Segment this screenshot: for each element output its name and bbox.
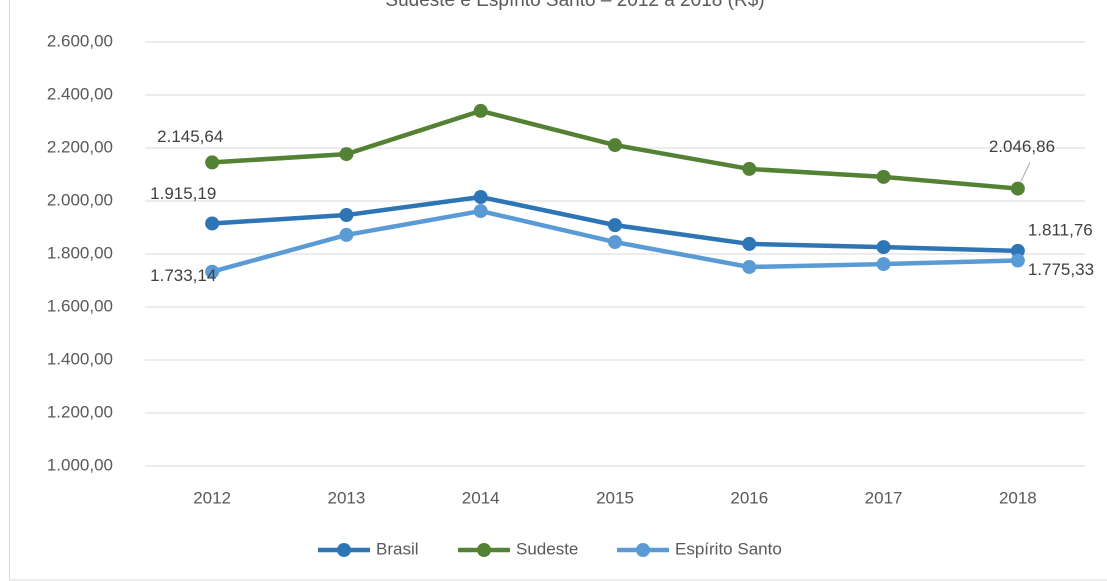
legend-label: Sudeste (516, 539, 578, 558)
data-point (339, 227, 354, 242)
data-point (473, 204, 488, 219)
legend-label: Brasil (376, 539, 419, 558)
data-point (742, 236, 757, 251)
y-tick-label: 1.600,00 (47, 296, 113, 315)
data-point (876, 169, 891, 184)
legend-marker (636, 543, 650, 557)
chart-title: Sudeste e Espírito Santo – 2012 a 2018 (… (385, 0, 764, 11)
data-point (205, 264, 220, 279)
data-label: 2.046,86 (989, 137, 1055, 156)
y-tick-label: 1.000,00 (47, 455, 113, 474)
y-tick-label: 2.000,00 (47, 190, 113, 209)
data-point (473, 103, 488, 118)
legend-marker (477, 543, 491, 557)
y-tick-label: 2.600,00 (47, 31, 113, 50)
data-point (473, 190, 488, 205)
y-tick-label: 2.200,00 (47, 137, 113, 156)
x-tick-label: 2012 (193, 488, 231, 507)
leader-line (1020, 162, 1031, 182)
x-tick-label: 2018 (999, 488, 1037, 507)
x-tick-label: 2015 (596, 488, 634, 507)
x-tick-label: 2014 (462, 488, 500, 507)
data-point (742, 259, 757, 274)
data-point (1010, 181, 1025, 196)
data-point (608, 218, 622, 233)
chart-frame (9, 0, 1107, 581)
data-point (205, 216, 220, 231)
data-label: 1.775,33 (1028, 260, 1094, 279)
data-point (339, 147, 354, 162)
x-tick-label: 2017 (865, 488, 903, 507)
data-point (876, 257, 891, 272)
data-label: 1.733,14 (150, 266, 216, 285)
data-point (876, 240, 891, 255)
data-label: 1.811,76 (1028, 220, 1093, 239)
legend-label: Espírito Santo (675, 539, 782, 558)
data-label: 1.915,19 (150, 184, 216, 203)
x-tick-label: 2013 (328, 488, 366, 507)
y-tick-label: 1.800,00 (47, 243, 113, 262)
data-label: 2.145,64 (157, 127, 223, 146)
data-point (1010, 253, 1025, 268)
x-tick-label: 2016 (730, 488, 768, 507)
data-point (608, 138, 622, 153)
data-point (339, 208, 354, 223)
data-point (742, 161, 757, 176)
data-point (205, 155, 220, 170)
data-point (1010, 243, 1025, 258)
legend-marker (337, 543, 351, 557)
y-tick-label: 1.400,00 (47, 349, 113, 368)
y-tick-label: 1.200,00 (47, 402, 113, 421)
y-tick-label: 2.400,00 (47, 84, 113, 103)
data-point (608, 235, 622, 250)
